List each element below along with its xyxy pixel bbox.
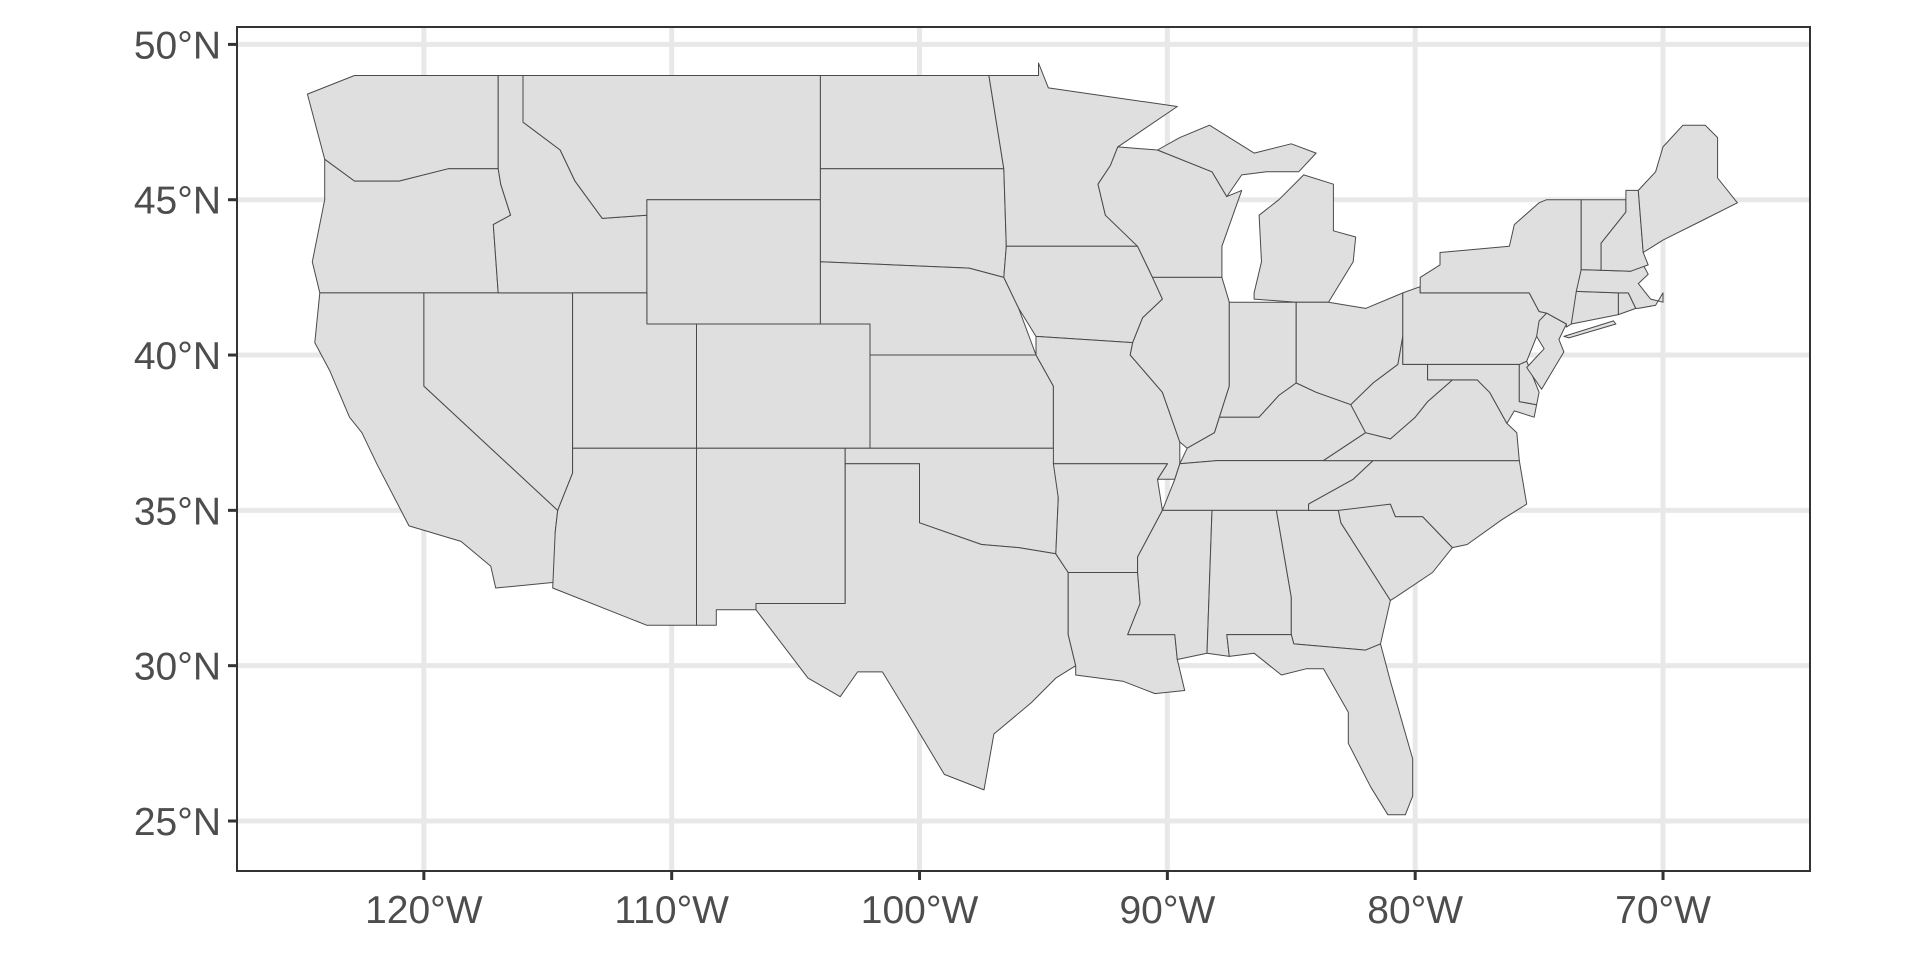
state-nd	[819, 75, 1005, 170]
state-or	[311, 158, 512, 294]
y-tick-label: 50°N	[134, 24, 221, 67]
x-tick-label: 110°W	[614, 889, 729, 932]
state-pa	[1402, 286, 1548, 365]
x-tick-label: 70°W	[1615, 889, 1711, 932]
state-nc	[1308, 460, 1528, 549]
state-wa	[306, 75, 499, 182]
state-ct	[1570, 290, 1619, 325]
state-ny-li	[1563, 320, 1617, 339]
state-az	[552, 447, 697, 626]
y-tick-label: 30°N	[134, 646, 221, 689]
state-sd	[819, 168, 1007, 278]
state-fl	[1226, 634, 1414, 816]
axes: 120°W 110°W 100°W 90°W 80°W 70°W 25°N 30°N 35°N 4…	[134, 24, 1711, 932]
state-wy	[646, 199, 821, 325]
state-tx	[755, 463, 1077, 791]
state-ms	[1127, 509, 1213, 660]
y-tick-label: 45°N	[134, 180, 221, 223]
state-me	[1637, 124, 1738, 253]
state-nm	[696, 447, 846, 626]
state-nj	[1526, 312, 1567, 390]
panel-border	[236, 26, 1811, 872]
x-tick-label: 100°W	[861, 889, 979, 932]
states-layer	[306, 62, 1738, 816]
y-tick-label: 35°N	[134, 490, 221, 533]
state-mi-u	[1157, 124, 1317, 198]
y-tick-label: 40°N	[134, 335, 221, 378]
state-mi-l	[1253, 174, 1357, 303]
x-tick-label: 120°W	[365, 889, 483, 932]
y-tick-label: 25°N	[134, 801, 221, 844]
state-co	[696, 323, 871, 449]
x-tick-label: 90°W	[1119, 889, 1215, 932]
state-ks	[869, 354, 1054, 449]
x-tick-label: 80°W	[1367, 889, 1463, 932]
